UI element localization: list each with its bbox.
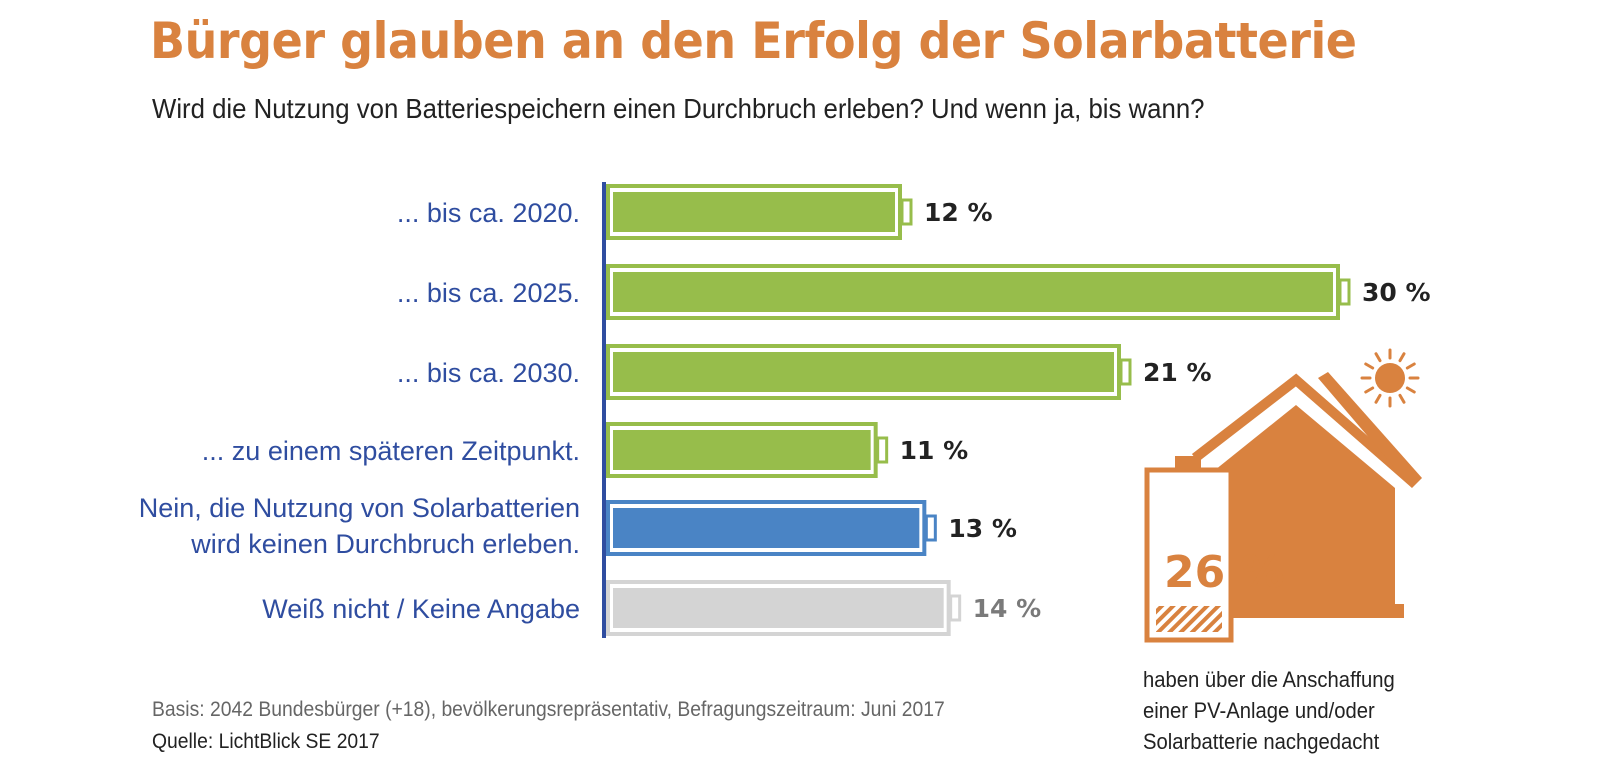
bar-5 xyxy=(606,500,937,556)
sun-icon xyxy=(1360,348,1420,408)
bar-6 xyxy=(606,580,962,636)
bar-2 xyxy=(606,264,1351,320)
category-label-6: Weiß nicht / Keine Angabe xyxy=(262,594,580,624)
bar-1 xyxy=(606,184,913,240)
chart-subtitle: Wird die Nutzung von Batteriespeichern e… xyxy=(152,93,1205,124)
value-label-6: 14 % xyxy=(973,594,1042,623)
chart-title: Bürger glauben an den Erfolg der Solarba… xyxy=(150,12,1357,70)
bar-3 xyxy=(606,344,1132,400)
category-label-3: ... bis ca. 2030. xyxy=(397,358,580,388)
bar-4 xyxy=(606,422,889,478)
callout-percentage: 26 % xyxy=(1164,547,1285,598)
bars-group: 12 % ... bis ca. 2020. 30 % ... bis ca. 202… xyxy=(139,184,1431,636)
value-label-1: 12 % xyxy=(924,198,993,227)
category-label-5-line-2: wird keinen Durchbruch erleben. xyxy=(190,529,580,559)
battery-icon xyxy=(1144,456,1234,643)
house-battery-illustration: 26 % xyxy=(1144,348,1422,643)
category-label-2: ... bis ca. 2025. xyxy=(397,278,580,308)
house-icon xyxy=(1191,372,1422,618)
value-label-4: 11 % xyxy=(900,436,969,465)
category-label-5-line-1: Nein, die Nutzung von Solarbatterien xyxy=(139,493,580,523)
footnote-basis: Basis: 2042 Bundesbürger (+18), bevölker… xyxy=(152,698,945,721)
callout-caption: haben über die Anschaffung einer PV-Anla… xyxy=(1143,667,1395,754)
category-label-1: ... bis ca. 2020. xyxy=(397,198,580,228)
footnote-source: Quelle: LichtBlick SE 2017 xyxy=(152,730,380,753)
category-label-4: ... zu einem späteren Zeitpunkt. xyxy=(202,436,580,466)
value-label-5: 13 % xyxy=(948,514,1017,543)
value-label-2: 30 % xyxy=(1362,278,1431,307)
value-label-3: 21 % xyxy=(1143,358,1212,387)
